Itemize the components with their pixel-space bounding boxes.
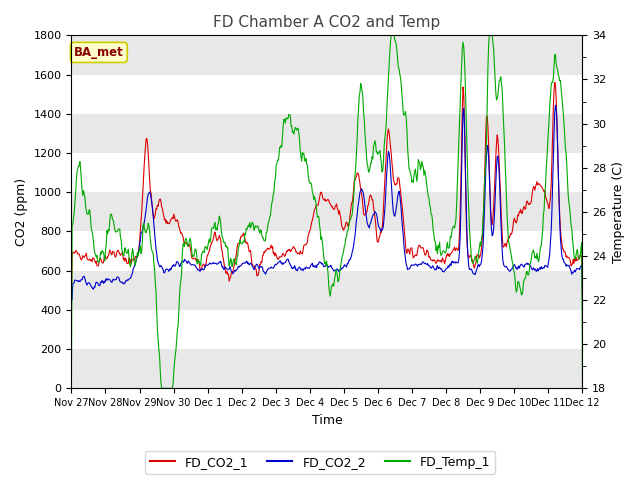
X-axis label: Time: Time [312,414,342,427]
Title: FD Chamber A CO2 and Temp: FD Chamber A CO2 and Temp [213,15,440,30]
Bar [72,271,582,310]
Y-axis label: CO2 (ppm): CO2 (ppm) [15,178,28,246]
Bar [72,114,582,153]
Bar [72,349,582,388]
Bar [72,36,582,74]
Y-axis label: Temperature (C): Temperature (C) [612,161,625,263]
Legend: FD_CO2_1, FD_CO2_2, FD_Temp_1: FD_CO2_1, FD_CO2_2, FD_Temp_1 [145,451,495,474]
Text: BA_met: BA_met [74,46,124,59]
Bar [72,192,582,231]
